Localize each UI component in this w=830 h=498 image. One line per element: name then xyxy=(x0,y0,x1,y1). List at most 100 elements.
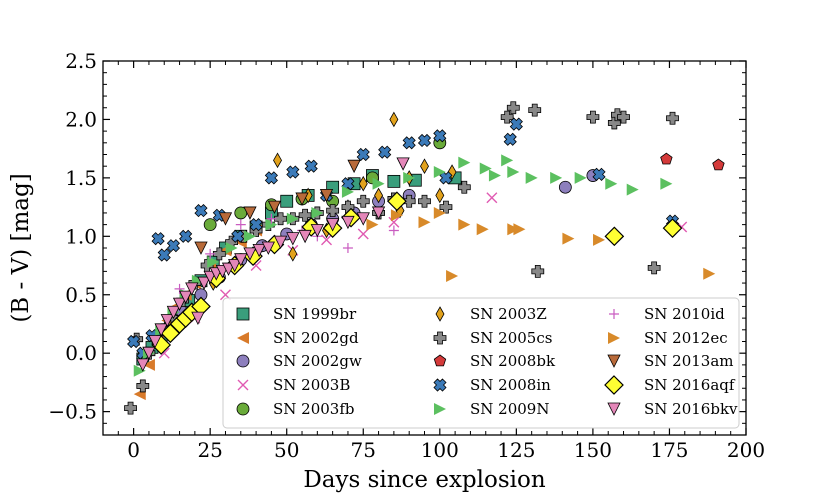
point-sn-2002gd xyxy=(142,358,155,371)
legend-item-sn-2008in: SN 2008in xyxy=(433,376,551,394)
point-sn-2008in xyxy=(264,171,278,185)
point-sn-2009n xyxy=(207,256,220,269)
point-sn-2010id xyxy=(235,219,246,230)
point-sn-2005cs xyxy=(506,101,520,115)
point-sn-2016bkv xyxy=(298,229,312,244)
legend-item-sn-2005cs: SN 2005cs xyxy=(433,329,552,347)
point-sn-2009n xyxy=(265,218,278,231)
point-sn-2009n xyxy=(488,169,501,182)
point-sn-2016bkv xyxy=(136,358,150,372)
y-tick-label: 0.0 xyxy=(65,341,97,365)
legend-item-sn-2010id: SN 2010id xyxy=(609,305,725,323)
legend-item-sn-2003fb: SN 2003fb xyxy=(236,400,355,418)
legend-item-sn-2013am: SN 2013am xyxy=(607,352,734,370)
point-sn-2009n xyxy=(311,206,324,219)
legend-item-sn-2016aqf: SN 2016aqf xyxy=(604,375,736,395)
legend-marker-sn-1999br xyxy=(236,307,250,321)
point-sn-2005cs xyxy=(586,110,600,124)
legend-label: SN 2008bk xyxy=(470,352,556,370)
point-sn-2008in xyxy=(231,229,245,243)
legend-label: SN 2002gw xyxy=(273,352,362,370)
point-sn-2016bkv xyxy=(396,157,410,171)
point-sn-2016bkv xyxy=(160,314,174,328)
point-sn-2005cs xyxy=(418,194,431,208)
legend-marker-sn-2003b xyxy=(237,379,249,391)
point-sn-2009n xyxy=(574,171,587,184)
legend-item-sn-2016bkv: SN 2016bkv xyxy=(607,400,738,418)
legend-item-sn-2009n: SN 2009N xyxy=(434,400,549,418)
point-sn-2009n xyxy=(605,177,618,190)
point-sn-2009n xyxy=(458,156,471,169)
point-sn-2005cs xyxy=(212,247,226,261)
point-sn-2008in xyxy=(166,239,180,253)
y-tick-label: 1.5 xyxy=(65,166,97,190)
point-sn-2008in xyxy=(286,165,300,179)
legend-label: SN 1999br xyxy=(273,305,357,323)
point-sn-2005cs xyxy=(136,379,150,393)
legend-label: SN 2012ec xyxy=(644,329,728,347)
point-sn-2005cs xyxy=(617,110,630,124)
point-sn-2016bkv xyxy=(325,218,340,232)
x-tick-label: 75 xyxy=(351,438,376,462)
x-tick-label: 125 xyxy=(497,438,535,462)
points-layer xyxy=(124,101,725,415)
point-sn-2008in xyxy=(127,334,141,349)
legend-marker-sn-2002gw xyxy=(236,354,250,368)
point-sn-2009n xyxy=(286,212,299,225)
point-sn-2003z xyxy=(435,187,445,204)
point-sn-2016bkv xyxy=(142,346,156,361)
legend-item-sn-2003z: SN 2003Z xyxy=(435,305,547,323)
x-tick-label: 175 xyxy=(650,438,688,462)
legend-label: SN 2013am xyxy=(644,352,734,370)
point-sn-2016bkv xyxy=(166,305,181,320)
point-sn-2013am xyxy=(218,212,233,226)
legend-label: SN 2009N xyxy=(470,400,549,418)
point-sn-2003z xyxy=(374,187,384,204)
x-tick-label: 100 xyxy=(421,438,459,462)
point-sn-2016bkv xyxy=(252,243,266,258)
point-sn-2009n xyxy=(501,154,514,167)
point-sn-2005cs xyxy=(356,194,370,208)
point-sn-2012ec xyxy=(433,206,446,219)
point-sn-2008in xyxy=(417,133,432,148)
legend-marker-sn-2013am xyxy=(607,354,621,368)
point-sn-2012ec xyxy=(446,270,459,283)
point-sn-2005cs xyxy=(457,180,471,194)
ticks-layer: 0 25 50 75 100 125 150 175 200 −0.5 0.0 0.5 1.0 1.5 2.… xyxy=(48,49,765,462)
point-sn-2016aqf xyxy=(604,226,625,247)
point-sn-2012ec xyxy=(562,232,575,245)
point-sn-2003z xyxy=(273,152,282,169)
point-sn-1999br xyxy=(280,194,294,208)
legend-label: SN 2010id xyxy=(644,305,725,323)
legend-marker-sn-2008bk xyxy=(433,354,447,367)
point-sn-2016bkv xyxy=(341,215,355,230)
point-sn-2005cs xyxy=(531,264,545,278)
point-sn-2005cs xyxy=(666,111,679,125)
legend: SN 1999br SN 2002gd SN 2002gw SN 2003B SN 20… xyxy=(222,297,740,429)
point-sn-2009n xyxy=(372,177,385,190)
point-sn-2008in xyxy=(378,145,392,159)
point-sn-2005cs xyxy=(124,401,137,415)
x-tick-label: 50 xyxy=(274,438,299,462)
point-sn-2009n xyxy=(626,183,639,196)
point-sn-2008in xyxy=(503,132,517,146)
point-sn-2012ec xyxy=(507,223,520,236)
point-sn-2013am xyxy=(295,192,309,206)
point-sn-2005cs xyxy=(500,110,514,124)
point-sn-2012ec xyxy=(458,218,471,231)
legend-item-sn-2012ec: SN 2012ec xyxy=(608,329,728,347)
point-sn-2008in xyxy=(179,229,193,243)
point-sn-2009n xyxy=(660,177,673,190)
y-axis-title: (B - V) [mag] xyxy=(8,173,34,322)
point-sn-2008in xyxy=(402,136,416,150)
point-sn-2003b xyxy=(357,228,369,240)
point-sn-2008in xyxy=(304,159,318,173)
point-sn-2012ec xyxy=(390,209,403,222)
point-sn-2003z xyxy=(420,158,429,174)
legend-item-sn-1999br: SN 1999br xyxy=(236,305,357,323)
legend-label: SN 2002gd xyxy=(273,329,359,347)
point-sn-2013am xyxy=(267,200,282,214)
legend-label: SN 2016bkv xyxy=(644,400,738,418)
point-sn-2008in xyxy=(356,147,370,162)
series-sn-2012ec xyxy=(366,206,716,283)
